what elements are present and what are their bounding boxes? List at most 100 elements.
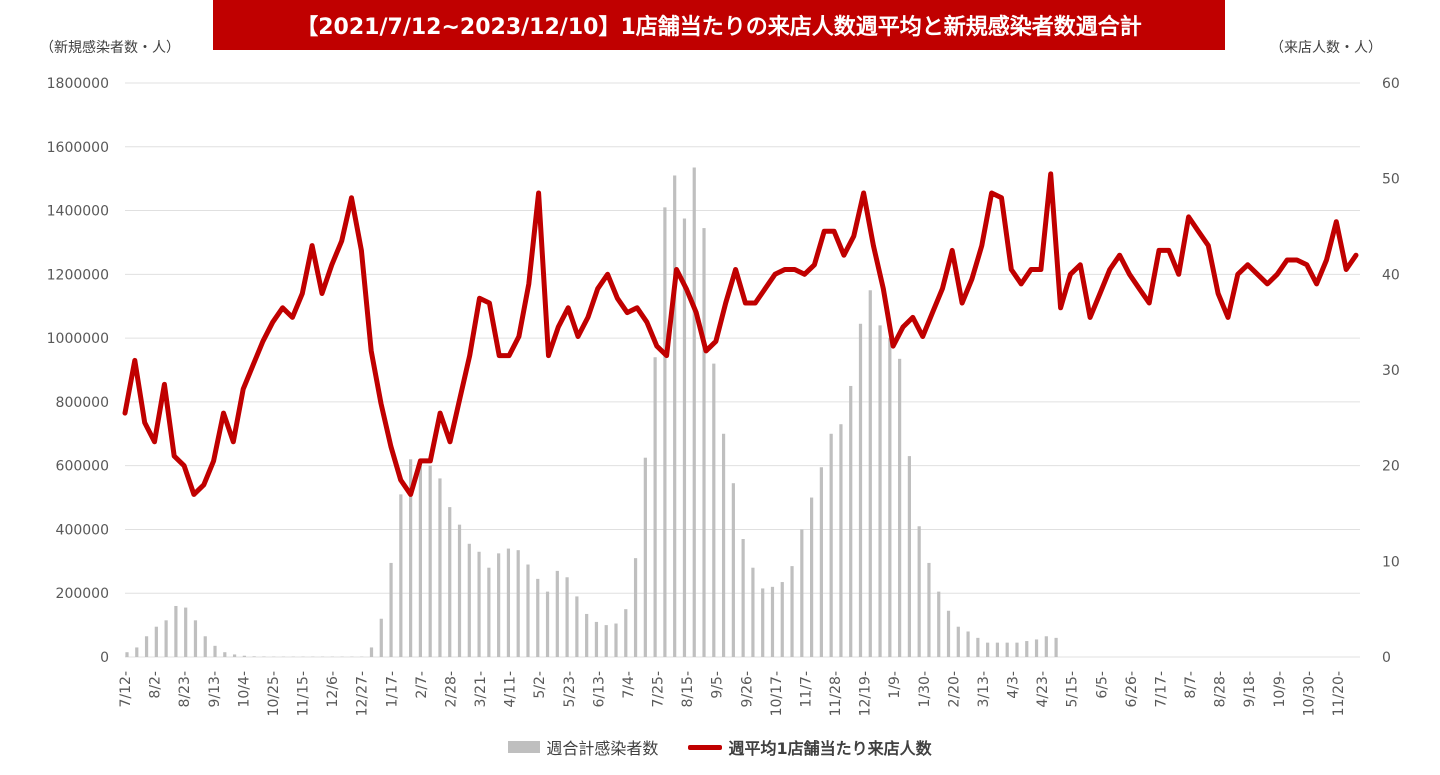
right-tick-label: 10 [1382, 554, 1400, 570]
bar [624, 609, 628, 657]
x-tick-label: 3/21- [473, 671, 489, 708]
bar [780, 582, 784, 657]
bar [448, 507, 452, 657]
chart-title-text: 【2021/7/12~2023/12/10】1店舗当たりの来店人数週平均と新規感… [296, 15, 1142, 40]
bar [712, 363, 716, 657]
bar [144, 636, 149, 657]
x-tick: 3/21- [473, 671, 489, 708]
bar [154, 626, 158, 657]
x-tick-label: 12/19- [858, 671, 874, 716]
bar [653, 357, 657, 657]
bar [1044, 636, 1048, 657]
x-tick-label: 2/7- [414, 671, 430, 699]
x-tick: 8/15- [680, 671, 696, 708]
bar [1015, 642, 1019, 657]
x-tick: 10/25- [266, 671, 282, 716]
x-tick-label: 8/23- [177, 671, 193, 708]
bar [898, 358, 902, 657]
x-tick-label: 11/20- [1331, 671, 1347, 716]
bar [487, 567, 491, 657]
bar [800, 529, 804, 657]
x-tick-label: 9/26- [739, 671, 755, 708]
bar [819, 467, 823, 657]
left-tick-label: 0 [100, 650, 109, 666]
x-tick-label: 11/7- [799, 671, 815, 708]
bar [731, 483, 735, 657]
bar [946, 610, 951, 657]
bar [1054, 637, 1058, 657]
x-tick: 2/28- [443, 671, 459, 708]
bar [252, 656, 256, 657]
left-tick-label: 1400000 [47, 204, 109, 220]
bar [369, 647, 374, 657]
bar [526, 564, 530, 657]
x-tick: 9/5- [710, 671, 726, 699]
bar [545, 591, 550, 657]
x-tick: 11/28- [828, 671, 844, 716]
x-tick-label: 6/13- [591, 671, 607, 708]
x-tick: 6/26- [1124, 671, 1140, 708]
x-tick-label: 10/4- [236, 671, 252, 708]
bar [829, 433, 833, 657]
right-tick-label: 40 [1382, 267, 1400, 283]
right-tick-label: 60 [1382, 76, 1400, 92]
x-tick-label: 5/23- [562, 671, 578, 708]
bar [858, 323, 863, 657]
left-tick-label: 1000000 [47, 331, 109, 347]
bar [790, 566, 794, 657]
bar [223, 652, 227, 657]
x-tick: 7/12- [118, 671, 134, 708]
x-tick: 3/13- [976, 671, 992, 708]
x-tick: 9/18- [1242, 671, 1258, 708]
bar [497, 553, 501, 657]
x-tick-label: 7/25- [651, 671, 667, 708]
legend-swatch-line [688, 744, 723, 750]
bar [673, 175, 677, 657]
bar [565, 577, 569, 657]
x-tick: 10/17- [769, 671, 785, 716]
x-tick-label: 2/20- [946, 671, 962, 708]
x-tick: 8/28- [1213, 671, 1229, 708]
bar [467, 543, 471, 657]
left-tick-label: 1200000 [47, 267, 109, 283]
bar [721, 433, 726, 657]
x-tick-label: 4/3- [1006, 671, 1022, 699]
x-tick: 9/26- [739, 671, 755, 708]
left-tick-label: 800000 [56, 395, 109, 411]
x-tick-label: 1/17- [384, 671, 400, 708]
left-axis-ticks: 0 200000 400000 600000 800000 1000000 1200000 1… [47, 76, 109, 666]
x-tick-label: 9/18- [1242, 671, 1258, 708]
bar [751, 567, 755, 657]
x-tick: 11/7- [799, 671, 815, 708]
bar [193, 620, 198, 657]
x-tick-label: 4/11- [503, 671, 519, 708]
bar [663, 207, 667, 657]
bar [868, 290, 872, 657]
bar [135, 647, 139, 657]
x-tick-label: 3/13- [976, 671, 992, 708]
x-tick: 4/23- [1035, 671, 1051, 708]
right-tick-label: 20 [1382, 459, 1400, 475]
x-tick: 8/23- [177, 671, 193, 708]
x-tick: 6/5- [1094, 671, 1110, 699]
legend-swatch-bar [508, 741, 541, 753]
x-tick-label: 1/30- [917, 671, 933, 708]
bar [477, 551, 481, 657]
bar [907, 456, 911, 657]
bar [457, 524, 462, 657]
right-tick-label: 30 [1382, 363, 1400, 379]
x-tick-label: 8/15- [680, 671, 696, 708]
x-tick: 4/11- [503, 671, 519, 708]
x-tick: 4/3- [1006, 671, 1022, 699]
x-tick-label: 12/6- [325, 671, 341, 708]
bar [770, 586, 775, 657]
legend-label-visitors: 週平均1店舗当たり来店人数 [728, 739, 932, 758]
right-axis-ticks: 0 10 20 30 40 50 60 [1382, 76, 1400, 666]
bar [399, 494, 403, 657]
bar [1034, 639, 1039, 657]
bar [917, 526, 921, 657]
bar [888, 338, 892, 657]
chart-title: 【2021/7/12~2023/12/10】1店舗当たりの来店人数週平均と新規感… [213, 0, 1225, 50]
right-axis-unit-label: （来店人数・人） [1270, 40, 1382, 56]
